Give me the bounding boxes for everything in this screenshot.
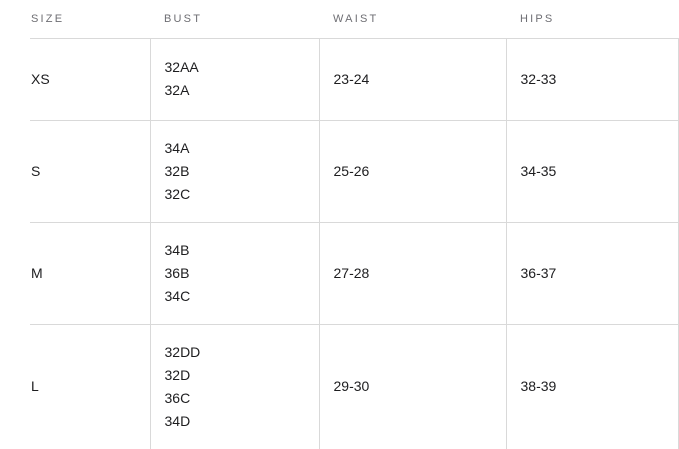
- bust-line: 36C: [164, 389, 191, 406]
- bust-line: 32AA: [164, 59, 199, 75]
- column-header-size: SIZE: [30, 0, 150, 39]
- bust-line: 36B: [164, 264, 190, 281]
- table-row-s: S 34A 32B 32C 25-26 34-35: [30, 119, 679, 223]
- bust-line: 32A: [164, 82, 190, 98]
- cell-waist: 27-28: [318, 221, 507, 325]
- cell-waist: 29-30: [318, 323, 507, 449]
- cell-bust: 34B 36B 34C: [149, 221, 320, 325]
- bust-line: 32D: [164, 366, 191, 383]
- cell-bust: 32DD 32D 36C 34D: [149, 323, 320, 449]
- cell-hips: 34-35: [505, 119, 679, 223]
- column-header-bust: BUST: [150, 0, 319, 39]
- bust-line: 34D: [164, 412, 191, 429]
- header-row: SIZE BUST WAIST HIPS: [30, 0, 678, 39]
- cell-hips: 32-33: [505, 37, 679, 121]
- table-row-m: M 34B 36B 34C 27-28 36-37: [30, 221, 679, 325]
- cell-hips: 38-39: [505, 323, 679, 449]
- bust-line: 34A: [164, 139, 190, 156]
- bust-line: 34C: [164, 287, 191, 304]
- bust-line: 32B: [164, 162, 190, 179]
- cell-waist: 25-26: [318, 119, 507, 223]
- bust-line: 34B: [164, 241, 190, 258]
- cell-size: L: [30, 323, 151, 449]
- table-row-xs: XS 32AA 32A 23-24 32-33: [30, 37, 679, 121]
- cell-waist: 23-24: [318, 37, 507, 121]
- table-row-l: L 32DD 32D 36C 34D 29-30 38-39: [30, 323, 679, 449]
- bust-line: 32DD: [164, 343, 201, 360]
- cell-size: S: [30, 119, 151, 223]
- column-header-hips: HIPS: [506, 0, 678, 39]
- cell-size: M: [30, 221, 151, 325]
- bust-line: 32C: [164, 185, 191, 202]
- cell-bust: 34A 32B 32C: [149, 119, 320, 223]
- cell-hips: 36-37: [505, 221, 679, 325]
- cell-size: XS: [30, 37, 151, 121]
- column-header-waist: WAIST: [319, 0, 506, 39]
- cell-bust: 32AA 32A: [149, 37, 320, 121]
- size-chart-table: SIZE BUST WAIST HIPS XS 32AA 32A 23-24 3…: [30, 0, 679, 449]
